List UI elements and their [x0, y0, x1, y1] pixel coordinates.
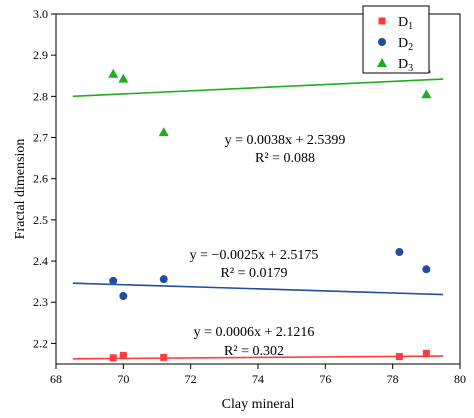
d3-r2-label: R² = 0.088 [255, 151, 315, 166]
fit-lines [72, 78, 444, 360]
x-tick-label: 68 [50, 372, 62, 386]
d3-point [158, 127, 169, 137]
d2-equation-label: y = −0.0025x + 2.5175 [190, 248, 319, 263]
d3-equation-label: y = 0.0038x + 2.5399 [225, 133, 346, 148]
d3-point [108, 68, 119, 78]
x-axis-label: Clay mineral [222, 397, 295, 412]
d1-r2-label: R² = 0.302 [224, 344, 284, 359]
y-tick-label: 2.5 [33, 213, 48, 227]
legend-marker-d3 [377, 58, 387, 67]
y-tick-label: 2.4 [33, 254, 48, 268]
d2-point [395, 248, 404, 256]
x-tick-label: 80 [454, 372, 466, 386]
data-points [108, 61, 432, 362]
d1-point [119, 351, 127, 359]
legend-box [362, 5, 430, 74]
y-axis-label: Fractal dimension [13, 139, 28, 240]
y-tick-label: 2.9 [33, 48, 48, 62]
x-tick-label: 74 [252, 372, 264, 386]
legend-marker-d1 [378, 17, 386, 25]
d1-point [109, 354, 117, 362]
d3-point [118, 73, 129, 83]
y-tick-label: 2.6 [33, 172, 48, 186]
d1-equation-label: y = 0.0006x + 2.1216 [194, 325, 315, 340]
d2-fit-line [72, 282, 444, 296]
y-tick-label: 2.2 [33, 336, 48, 350]
d3-point [421, 89, 432, 99]
d1-fit-line [72, 355, 444, 360]
d3-fit-line [72, 78, 444, 98]
d2-point [109, 276, 118, 285]
y-tick-label: 2.3 [33, 295, 48, 309]
axis-ticks: 68 70 72 74 76 78 80 2.2 2.3 2.4 2.5 2.6 2.7 2.8 2.9 3.… [33, 7, 466, 386]
d1-point [422, 349, 430, 357]
y-tick-label: 2.7 [33, 131, 48, 145]
d2-point [422, 265, 431, 274]
x-tick-label: 78 [387, 372, 399, 386]
d2-r2-label: R² = 0.0179 [221, 266, 288, 281]
x-tick-label: 70 [117, 372, 129, 386]
y-tick-label: 3.0 [33, 7, 48, 21]
legend-marker-d2 [378, 38, 386, 46]
d1-point [160, 353, 168, 361]
y-tick-label: 2.8 [33, 89, 48, 103]
x-tick-label: 76 [319, 372, 331, 386]
d2-point [119, 292, 128, 301]
x-tick-label: 72 [185, 372, 197, 386]
d1-point [395, 353, 403, 361]
d2-point [159, 275, 168, 284]
